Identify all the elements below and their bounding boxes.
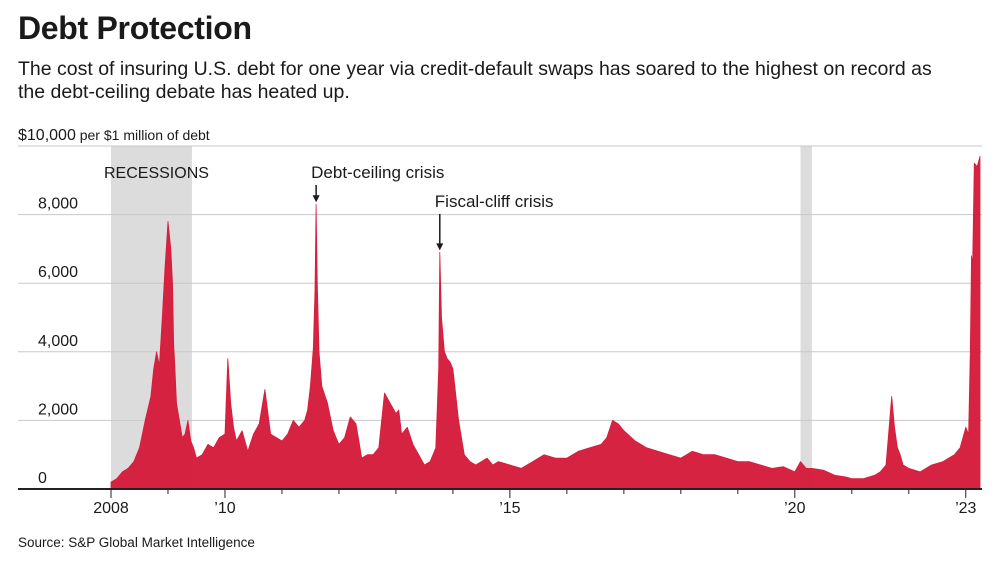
x-tick-label: ’10 bbox=[214, 500, 235, 517]
x-tick-label: 2008 bbox=[93, 500, 129, 517]
x-tick-label: ’23 bbox=[955, 500, 976, 517]
x-tick-label: ’15 bbox=[499, 500, 520, 517]
cds-series-area bbox=[110, 155, 981, 490]
series-area-group bbox=[110, 155, 981, 490]
source-note: Source: S&P Global Market Intelligence bbox=[18, 535, 255, 550]
chart-title: Debt Protection bbox=[18, 10, 252, 46]
chart-subtitle: The cost of insuring U.S. debt for one y… bbox=[18, 58, 932, 103]
recession-label: RECESSIONS bbox=[104, 165, 209, 182]
y-tick-label: 8,000 bbox=[38, 196, 78, 213]
x-axis-group: 2008 ’10 ’15 ’20 ’23 bbox=[18, 488, 982, 517]
y-tick-label: 2,000 bbox=[38, 401, 78, 418]
y-tick-label: 0 bbox=[38, 470, 47, 487]
recession-band bbox=[800, 146, 812, 489]
y-unit-label: per $1 million of debt bbox=[76, 127, 210, 143]
x-tick-label: ’20 bbox=[784, 500, 805, 517]
annotation-arrowhead bbox=[312, 195, 320, 203]
annotations-group: Debt-ceiling crisis Fiscal-cliff crisis bbox=[311, 163, 554, 251]
y-tick-label: $10,000 per $1 million of debt bbox=[18, 127, 210, 144]
gridlines-group: 0 2,000 4,000 6,000 8,000 $10,000 per $1 mill… bbox=[18, 127, 982, 487]
annotation-label: Debt-ceiling crisis bbox=[311, 163, 444, 182]
annotation-arrowhead bbox=[436, 243, 444, 251]
annotation-label: Fiscal-cliff crisis bbox=[435, 192, 554, 211]
y-tick-label: 6,000 bbox=[38, 264, 78, 281]
y-tick-label: 4,000 bbox=[38, 333, 78, 350]
